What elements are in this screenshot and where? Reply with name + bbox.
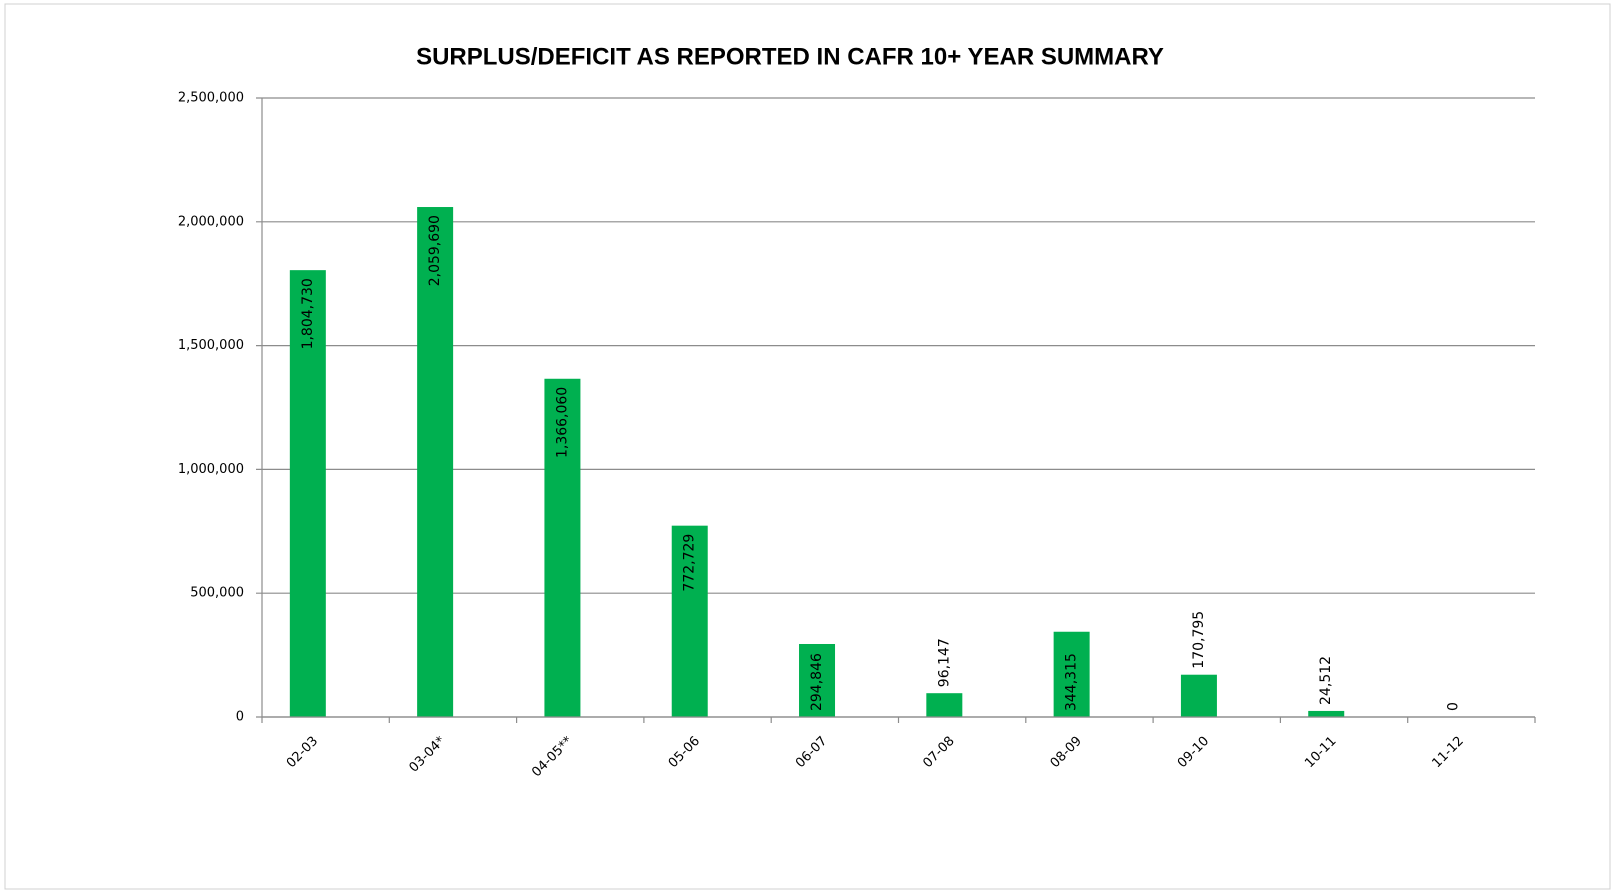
chart-frame bbox=[4, 3, 1611, 890]
y-tick-label: 1,000,000 bbox=[178, 462, 244, 477]
data-label: 2,059,690 bbox=[427, 215, 443, 286]
bar bbox=[289, 270, 326, 717]
y-tick-label: 1,500,000 bbox=[178, 338, 244, 353]
data-label: 344,315 bbox=[1064, 653, 1080, 711]
y-tick-label: 500,000 bbox=[190, 586, 244, 601]
y-tick-label: 2,500,000 bbox=[178, 91, 244, 106]
data-label: 772,729 bbox=[682, 534, 698, 592]
bar bbox=[1180, 674, 1217, 717]
data-label: 1,366,060 bbox=[554, 387, 570, 458]
bar bbox=[1308, 710, 1345, 717]
bar bbox=[417, 207, 454, 717]
y-tick-label: 2,000,000 bbox=[178, 214, 244, 229]
data-label: 170,795 bbox=[1191, 611, 1207, 669]
bar bbox=[671, 525, 708, 717]
data-label: 0 bbox=[1446, 702, 1462, 711]
bar bbox=[926, 693, 963, 717]
chart-title: SURPLUS/DEFICIT AS REPORTED IN CAFR 10+ … bbox=[416, 43, 1164, 70]
y-tick-label: 0 bbox=[236, 710, 244, 725]
data-label: 294,846 bbox=[809, 653, 825, 711]
bar bbox=[1053, 631, 1090, 717]
data-label: 96,147 bbox=[936, 638, 952, 687]
bar bbox=[799, 643, 836, 717]
data-label: 1,804,730 bbox=[300, 278, 316, 349]
bar bbox=[544, 378, 581, 717]
data-label: 24,512 bbox=[1318, 656, 1334, 705]
